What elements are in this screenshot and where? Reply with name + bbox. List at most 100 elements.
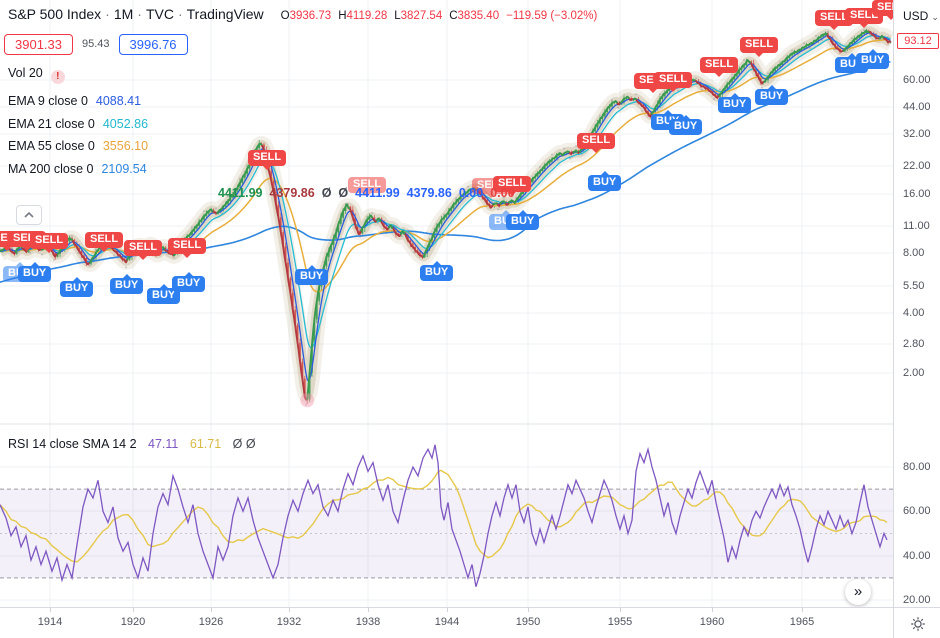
price-tick-label: 44.00 xyxy=(903,101,931,113)
rsi-sma-value: 61.71 xyxy=(189,437,222,451)
sell-signal-label[interactable]: SELL xyxy=(872,0,893,16)
buy-price-button[interactable]: 3996.76 xyxy=(118,33,188,55)
indicator-value: 4088.41 xyxy=(95,94,142,108)
status-value: 4379.86 xyxy=(406,186,452,200)
spread-value: 95.43 xyxy=(82,38,110,50)
sell-signal-label[interactable]: SELL xyxy=(577,133,616,149)
ohlc-value: 3835.40 xyxy=(457,10,500,22)
time-tick-mark xyxy=(211,608,212,612)
buy-signal-label[interactable]: BUY xyxy=(669,119,703,135)
buy-signal-label[interactable]: BUY xyxy=(420,265,454,281)
time-tick-mark xyxy=(802,608,803,612)
time-tick-label: 1920 xyxy=(120,616,146,628)
separator-dot: · xyxy=(177,6,183,22)
separator-dot: · xyxy=(105,6,110,22)
price-tick-label: 5.50 xyxy=(903,280,925,292)
legend-row-ema-21-close-0[interactable]: EMA 21 close 0 4052.86 xyxy=(8,117,148,131)
ohlc-value: 3936.73 xyxy=(289,10,332,22)
time-tick-label: 1944 xyxy=(434,616,460,628)
price-tick-label: 60.00 xyxy=(903,74,931,86)
sell-signal-label[interactable]: SELL xyxy=(348,177,387,193)
legend-row-ema-55-close-0[interactable]: EMA 55 close 0 3556.10 xyxy=(8,139,148,153)
indicator-label: EMA 9 close 0 xyxy=(8,94,88,108)
indicator-value: 3556.10 xyxy=(102,139,149,154)
sell-signal-label[interactable]: SELL xyxy=(168,238,207,254)
sell-signal-label[interactable]: SELL xyxy=(124,240,163,256)
price-tick-label: 2.80 xyxy=(903,338,925,350)
scroll-right-button[interactable]: » xyxy=(845,579,871,605)
time-tick-mark xyxy=(133,608,134,612)
exchange-label: TVC xyxy=(145,6,174,22)
indicator-label: MA 200 close 0 xyxy=(8,161,94,176)
indicator-value: 2109.54 xyxy=(101,161,147,176)
time-tick-label: 1938 xyxy=(355,616,381,628)
buy-signal-label[interactable]: BUY xyxy=(718,97,752,113)
time-tick-mark xyxy=(712,608,713,612)
currency-selector[interactable]: USD ⌄ xyxy=(903,9,939,23)
sell-signal-label[interactable]: SELL xyxy=(740,37,779,53)
sell-signal-label[interactable]: SELL xyxy=(493,176,532,192)
ohlc-values: O3936.73 H4119.28 L3827.54 C3835.40 xyxy=(274,10,499,22)
buy-signal-label[interactable]: BUY xyxy=(856,53,890,69)
axis-divider xyxy=(893,608,894,638)
time-tick-mark xyxy=(50,608,51,612)
time-tick-label: 1960 xyxy=(699,616,725,628)
price-tick-label: 16.00 xyxy=(903,188,931,200)
chevron-down-icon: ⌄ xyxy=(931,12,939,22)
legend-row-ema-9-close-0[interactable]: EMA 9 close 0 4088.41 xyxy=(8,94,141,108)
price-tick-label: 22.00 xyxy=(903,160,931,172)
buy-signal-label[interactable]: BUY xyxy=(295,269,329,285)
indicator-status-values: 4411.99 4379.86 Ø Ø 4411.99 4379.86 0.00 0.00 xyxy=(218,186,522,200)
buy-signal-label[interactable]: BUY xyxy=(60,281,94,297)
legend-row-rsi[interactable]: RSI 14 close SMA 14 2 47.11 61.71 Ø Ø xyxy=(8,437,256,451)
time-tick-label: 1926 xyxy=(198,616,224,628)
ohlc-letter: C xyxy=(449,10,458,22)
price-tick-label: 11.00 xyxy=(903,220,930,232)
price-axis[interactable]: USD ⌄ 93.12 60.00 44.00 32.00 22.00 16.00 11.0… xyxy=(893,0,940,607)
buy-signal-label[interactable]: BUY xyxy=(172,276,206,292)
sell-signal-label[interactable]: SELL xyxy=(30,233,69,249)
sell-price-button[interactable]: 3901.33 xyxy=(4,33,73,55)
status-value: 4379.86 xyxy=(269,186,315,200)
time-tick-mark xyxy=(528,608,529,612)
status-value: 0.00 xyxy=(458,186,484,200)
symbol-header: S&P 500 Index · 1M · TVC · TradingView O3936.73… xyxy=(8,6,597,22)
buy-signal-label[interactable]: BUY xyxy=(147,288,181,304)
symbol-title[interactable]: S&P 500 Index xyxy=(8,6,102,22)
sell-signal-label[interactable]: SELL xyxy=(654,72,693,88)
settings-gear-icon[interactable] xyxy=(906,612,930,636)
buy-signal-label[interactable]: BUY xyxy=(588,175,622,191)
buy-signal-label[interactable]: BUY xyxy=(18,266,52,282)
separator-dot: · xyxy=(137,6,142,22)
status-value: 4411.99 xyxy=(355,186,400,200)
legend-row-ma-200-close-0[interactable]: MA 200 close 0 2109.54 xyxy=(8,162,147,176)
buy-signal-label[interactable]: BUY xyxy=(110,278,144,294)
legend-row-volume[interactable]: Vol 20! xyxy=(8,66,65,84)
interval-label[interactable]: 1M xyxy=(113,6,134,22)
price-tick-label: 32.00 xyxy=(903,128,931,140)
price-tick-label: 60.00 xyxy=(903,505,931,517)
sell-signal-label[interactable]: SELL xyxy=(248,150,287,166)
change-value: −119.59 (−3.02%) xyxy=(506,10,598,22)
time-tick-mark xyxy=(368,608,369,612)
indicator-label: EMA 21 close 0 xyxy=(8,116,95,131)
time-tick-label: 1965 xyxy=(789,616,815,628)
buy-signal-label[interactable]: BUY xyxy=(755,89,789,105)
sell-signal-label[interactable]: SELL xyxy=(85,232,124,248)
warning-icon[interactable]: ! xyxy=(50,70,65,84)
volume-label: Vol 20 xyxy=(8,66,43,80)
indicator-value: 4052.86 xyxy=(102,116,149,131)
collapse-pane-button[interactable] xyxy=(16,205,42,225)
rsi-extra-values: Ø Ø xyxy=(232,437,256,451)
time-axis[interactable]: 1914 1920 1926 1932 1938 1944 1950 1955 1960 1965 xyxy=(0,607,940,638)
double-chevron-right-icon: » xyxy=(853,583,863,600)
status-value: 0.00 xyxy=(490,186,515,200)
buy-signal-label[interactable]: BUY xyxy=(506,214,540,230)
ohlc-value: 4119.28 xyxy=(346,10,388,22)
ohlc-letter: L xyxy=(394,10,401,22)
sell-signal-label[interactable]: SELL xyxy=(700,57,739,73)
sell-signal-label[interactable]: SELL xyxy=(815,10,854,26)
price-tick-label: 20.00 xyxy=(903,594,931,606)
ohlc-letter: O xyxy=(280,10,290,22)
